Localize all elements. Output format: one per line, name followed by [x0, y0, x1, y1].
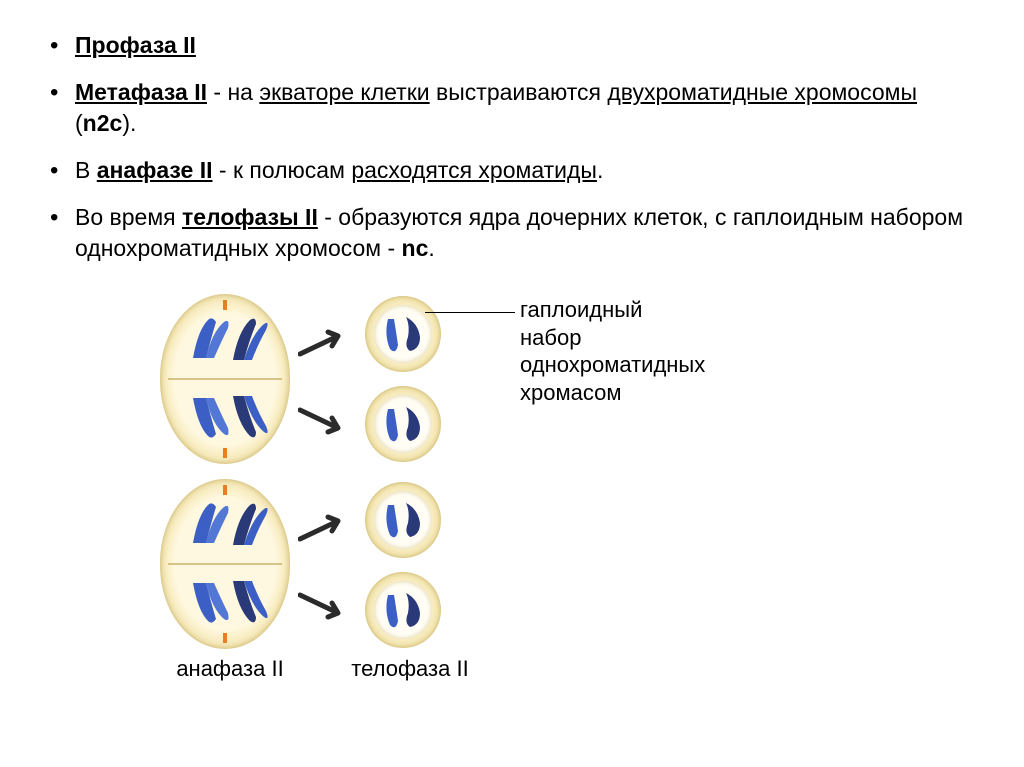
telophase-title: телофазы II: [182, 204, 318, 230]
chromosomes-top: [178, 495, 278, 555]
leader-line: [425, 312, 515, 313]
chromosomes-top: [178, 310, 278, 370]
meiosis-diagram: гаплоидный набор однохроматидных хромасо…: [160, 294, 910, 654]
haploid-label: гаплоидный набор однохроматидных хромасо…: [520, 296, 705, 406]
haploid-chromosomes: [374, 305, 432, 363]
arrow-icon: [298, 509, 358, 549]
chromosomes-bottom: [178, 386, 278, 446]
bullet-telophase: Во время телофазы II - образуются ядра д…: [40, 202, 984, 264]
haploid-chromosomes: [374, 491, 432, 549]
anaphase-cell-top: [160, 294, 290, 464]
text: выстраиваются: [430, 79, 608, 105]
arrow-icon: [298, 585, 358, 625]
bullet-metaphase: Метафаза II - на экваторе клетки выстраи…: [40, 77, 984, 139]
bullet-anaphase: В анафазе II - к полюсам расходятся хром…: [40, 155, 984, 186]
metaphase-title: Метафаза II: [75, 79, 207, 105]
anaphase-title: анафазе II: [97, 157, 213, 183]
bullet-prophase: Профаза II: [40, 30, 984, 61]
text: ).: [122, 110, 136, 136]
arrow-icon: [298, 400, 358, 440]
chromosomes-bottom: [178, 571, 278, 631]
text: .: [428, 235, 434, 261]
text-u: расходятся хроматиды: [351, 157, 597, 183]
prophase-title: Профаза II: [75, 32, 196, 58]
haploid-chromosomes: [374, 581, 432, 639]
text: - к полюсам: [213, 157, 352, 183]
arrow-icon: [298, 324, 358, 364]
telophase-label: телофаза II: [335, 656, 485, 682]
text: .: [597, 157, 603, 183]
telophase-cell-3: [365, 482, 441, 558]
label-line: набор: [520, 324, 705, 352]
anaphase-label: анафаза II: [155, 656, 305, 682]
text-u: двухроматидные хромосомы: [607, 79, 917, 105]
telophase-cell-1: [365, 296, 441, 372]
text: В: [75, 157, 97, 183]
text-bold: n2c: [83, 110, 123, 136]
label-line: однохроматидных: [520, 351, 705, 379]
telophase-cell-4: [365, 572, 441, 648]
text: - на: [207, 79, 259, 105]
text-bold: nc: [402, 235, 429, 261]
text-u: экваторе клетки: [259, 79, 429, 105]
text: (: [75, 110, 83, 136]
label-line: гаплоидный: [520, 296, 705, 324]
text: Во время: [75, 204, 182, 230]
label-line: хромасом: [520, 379, 705, 407]
telophase-cell-2: [365, 386, 441, 462]
anaphase-cell-bottom: [160, 479, 290, 649]
haploid-chromosomes: [374, 395, 432, 453]
bullet-list: Профаза II Метафаза II - на экваторе кле…: [40, 30, 984, 264]
